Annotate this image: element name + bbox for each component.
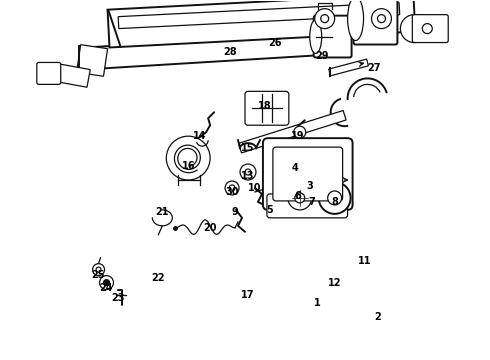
Circle shape bbox=[294, 126, 306, 138]
Polygon shape bbox=[239, 111, 346, 153]
Circle shape bbox=[245, 169, 251, 175]
Text: 6: 6 bbox=[294, 191, 301, 201]
Text: 3: 3 bbox=[306, 181, 313, 191]
Polygon shape bbox=[54, 64, 90, 87]
Circle shape bbox=[318, 182, 350, 214]
Circle shape bbox=[371, 9, 392, 28]
FancyBboxPatch shape bbox=[263, 138, 353, 210]
Circle shape bbox=[225, 181, 239, 195]
Text: 29: 29 bbox=[315, 51, 328, 62]
Circle shape bbox=[229, 185, 235, 191]
Text: 13: 13 bbox=[241, 171, 255, 181]
Text: 4: 4 bbox=[292, 163, 298, 173]
Text: 7: 7 bbox=[308, 197, 315, 207]
Circle shape bbox=[295, 193, 305, 203]
Text: 1: 1 bbox=[315, 297, 321, 307]
Text: 23: 23 bbox=[112, 293, 125, 302]
Circle shape bbox=[315, 9, 335, 28]
Polygon shape bbox=[329, 59, 368, 76]
FancyBboxPatch shape bbox=[354, 0, 397, 45]
Polygon shape bbox=[118, 3, 400, 28]
Polygon shape bbox=[85, 32, 348, 69]
Text: 24: 24 bbox=[99, 283, 112, 293]
Circle shape bbox=[321, 15, 329, 23]
Text: 9: 9 bbox=[232, 207, 239, 217]
Text: 11: 11 bbox=[358, 256, 371, 266]
Circle shape bbox=[96, 267, 101, 272]
Text: 14: 14 bbox=[194, 131, 207, 141]
Polygon shape bbox=[76, 45, 108, 76]
Circle shape bbox=[328, 191, 342, 205]
Text: 10: 10 bbox=[248, 183, 262, 193]
Ellipse shape bbox=[347, 0, 364, 41]
Text: 28: 28 bbox=[223, 48, 237, 58]
FancyBboxPatch shape bbox=[37, 62, 61, 84]
Text: 17: 17 bbox=[241, 289, 255, 300]
Circle shape bbox=[400, 15, 428, 42]
Text: 30: 30 bbox=[225, 187, 239, 197]
FancyBboxPatch shape bbox=[413, 15, 448, 42]
Text: 19: 19 bbox=[291, 131, 305, 141]
FancyBboxPatch shape bbox=[273, 147, 343, 201]
Text: 27: 27 bbox=[368, 63, 381, 73]
Text: 20: 20 bbox=[203, 223, 217, 233]
Text: 18: 18 bbox=[258, 101, 272, 111]
Circle shape bbox=[422, 24, 432, 33]
FancyBboxPatch shape bbox=[314, 15, 352, 58]
Circle shape bbox=[240, 164, 256, 180]
Circle shape bbox=[99, 276, 114, 289]
Text: 12: 12 bbox=[328, 278, 342, 288]
FancyBboxPatch shape bbox=[245, 91, 289, 125]
Circle shape bbox=[288, 186, 312, 210]
Text: 15: 15 bbox=[241, 143, 255, 153]
Text: 8: 8 bbox=[331, 197, 338, 207]
Text: 5: 5 bbox=[267, 205, 273, 215]
Text: 21: 21 bbox=[155, 207, 169, 217]
Circle shape bbox=[93, 264, 104, 276]
Polygon shape bbox=[107, 0, 416, 48]
Text: 16: 16 bbox=[181, 161, 195, 171]
Ellipse shape bbox=[310, 20, 322, 54]
FancyBboxPatch shape bbox=[267, 194, 347, 218]
Circle shape bbox=[103, 280, 110, 285]
Text: 22: 22 bbox=[151, 273, 165, 283]
Text: 25: 25 bbox=[91, 270, 104, 280]
Text: 26: 26 bbox=[268, 37, 282, 48]
Circle shape bbox=[377, 15, 386, 23]
Text: 2: 2 bbox=[374, 312, 381, 323]
